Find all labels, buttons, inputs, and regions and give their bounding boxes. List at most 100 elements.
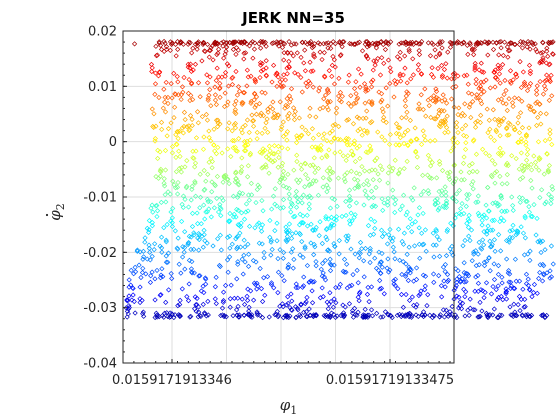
data-point [284,184,290,191]
data-point [436,273,442,279]
data-point [227,245,233,251]
data-point [288,249,294,255]
data-point [235,261,241,267]
data-point [191,246,197,252]
data-point [286,93,293,99]
data-point [293,188,299,195]
data-point [201,167,207,174]
data-point [491,276,498,283]
data-point [365,284,371,291]
data-point [392,209,398,216]
data-point [277,247,283,253]
data-point [445,49,451,55]
data-point [302,184,308,190]
data-point [508,279,514,285]
data-point [509,194,515,200]
data-point [416,241,422,247]
data-point [516,95,522,102]
data-point [491,217,497,223]
data-point [444,170,451,176]
data-point [363,53,370,60]
data-point [509,40,515,46]
data-point [520,69,526,75]
data-point [429,40,435,46]
data-point [226,219,232,225]
data-point [356,184,362,190]
data-point [221,312,227,319]
data-point [410,197,416,203]
data-point [309,126,315,132]
data-point [450,144,457,150]
data-point [492,161,498,167]
data-point [154,213,160,220]
data-point [504,132,510,138]
data-point [465,216,471,222]
data-point [466,218,472,224]
data-point [529,185,535,191]
data-point [437,161,443,167]
data-point [281,41,288,47]
data-point [284,96,290,102]
data-point [136,262,142,268]
data-point [547,268,553,274]
data-point [403,93,409,99]
data-point [455,129,461,136]
data-point [263,58,269,64]
data-point [281,249,287,256]
data-point [325,88,331,94]
data-point [179,125,185,131]
data-point [245,74,251,80]
data-point [252,40,258,46]
data-point [413,312,419,318]
data-point [218,195,225,201]
data-point [475,314,481,320]
data-point [356,255,362,261]
data-point [358,71,364,77]
data-point [177,153,183,160]
data-point [544,48,550,54]
data-point [327,165,333,171]
data-point [418,92,424,98]
data-point [387,65,393,71]
data-point [419,141,425,147]
data-point [353,170,359,176]
data-point [503,126,510,132]
data-point [126,277,132,283]
data-point [242,244,248,250]
data-point [284,103,291,110]
data-point [404,251,410,257]
data-point [307,59,313,65]
data-point [330,169,336,176]
data-point [375,40,381,46]
data-point [163,199,169,205]
data-point [361,127,367,134]
data-point [512,285,518,292]
data-point [240,271,246,277]
data-point [528,213,534,220]
data-point [319,285,325,291]
data-point [384,265,390,271]
data-point [429,159,435,166]
data-point [439,45,445,51]
data-point [531,153,537,159]
data-point [442,117,448,123]
data-point [506,279,512,285]
data-point [334,105,340,111]
data-point [263,164,269,170]
data-point [152,138,158,144]
data-point [429,65,435,71]
data-point [540,55,546,61]
data-point [185,64,191,70]
data-point [337,39,343,45]
data-point [465,81,471,87]
data-point [433,97,439,103]
data-point [178,169,184,175]
data-point [404,209,410,215]
data-point [420,128,426,134]
data-point [177,128,183,134]
data-point [355,66,362,72]
data-point [372,203,379,209]
data-point [546,162,552,169]
data-point [378,99,384,105]
data-point [133,269,139,275]
